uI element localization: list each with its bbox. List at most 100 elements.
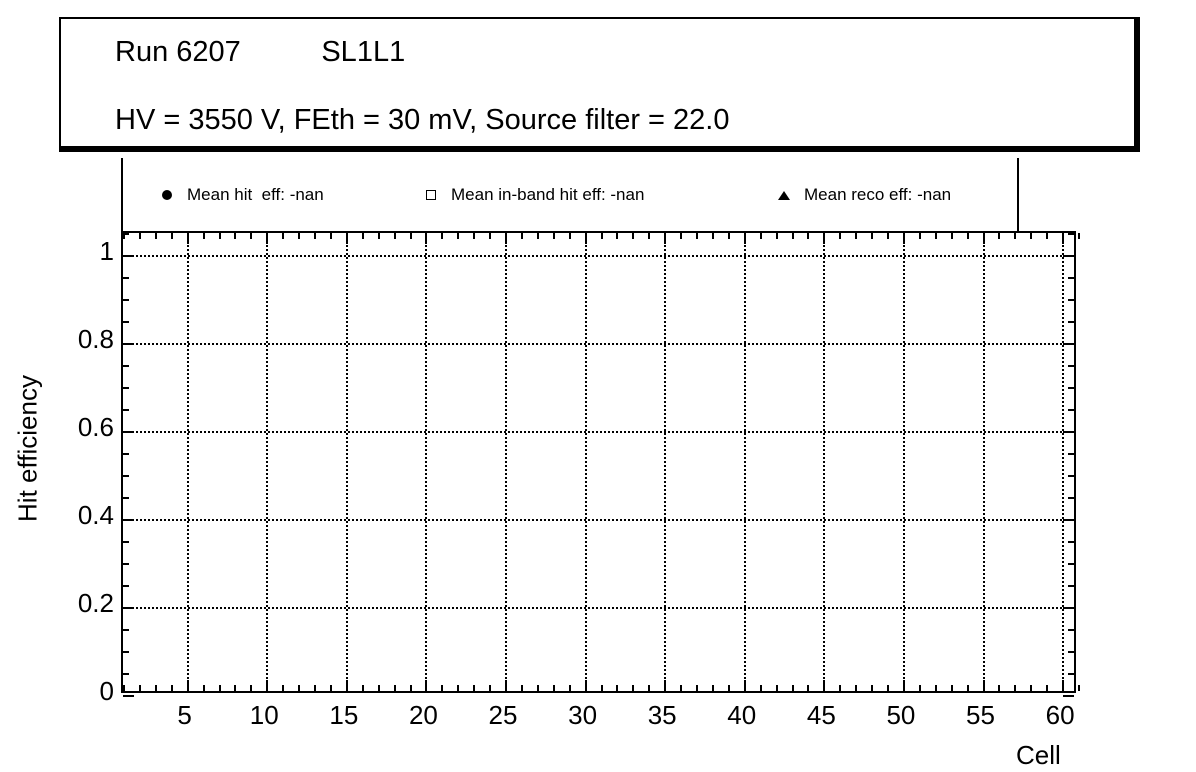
x-axis-minor-tick [409, 685, 412, 691]
filled-triangle-marker-icon [764, 190, 804, 200]
x-axis-minor-tick [1030, 685, 1033, 691]
y-axis-tick-label: 1 [99, 236, 114, 266]
x-axis-minor-tick [616, 233, 619, 239]
plot-frame[interactable] [121, 231, 1080, 697]
x-axis-tick [823, 680, 826, 691]
x-axis-minor-tick [329, 685, 332, 691]
y-axis-minor-tick [123, 365, 129, 367]
x-axis-minor-tick [457, 233, 460, 239]
x-axis-minor-tick [123, 685, 125, 691]
x-axis-tick [823, 233, 826, 244]
x-axis-tick [425, 680, 428, 691]
y-axis-minor-tick [123, 651, 129, 653]
gridline-vertical [664, 233, 667, 691]
x-axis-minor-tick [934, 233, 937, 239]
x-axis-tick [902, 233, 905, 244]
x-axis-minor-tick [711, 685, 714, 691]
x-axis-minor-tick [298, 685, 301, 691]
x-axis-minor-tick [250, 685, 253, 691]
open-square-marker-icon [411, 190, 451, 200]
x-axis-minor-tick [1078, 685, 1080, 691]
x-axis-minor-tick [934, 685, 937, 691]
x-axis-tick [982, 233, 985, 244]
y-axis-minor-tick [1068, 585, 1074, 587]
y-axis-minor-tick [123, 673, 129, 675]
y-axis-minor-tick [123, 453, 129, 455]
x-axis-minor-tick [648, 685, 651, 691]
x-axis-minor-tick [441, 685, 444, 691]
x-axis-minor-tick [632, 685, 635, 691]
y-axis-tick [1063, 255, 1074, 257]
legend-entry-mean-hit-eff[interactable]: Mean hit eff: -nan [147, 183, 324, 207]
gridline-vertical [345, 233, 348, 691]
x-axis-minor-tick [329, 233, 332, 239]
x-axis-minor-tick [839, 233, 842, 239]
x-axis-minor-tick [361, 233, 364, 239]
y-axis-tick [1063, 431, 1074, 433]
legend-entry-mean-in-band-hit-eff[interactable]: Mean in-band hit eff: -nan [411, 183, 644, 207]
x-axis-minor-tick [138, 685, 141, 691]
x-axis-tick-label: 5 [177, 700, 192, 730]
y-axis-minor-tick [1068, 409, 1074, 411]
y-axis-minor-tick [123, 541, 129, 543]
y-axis-tick [123, 255, 134, 257]
x-axis-minor-tick [282, 233, 285, 239]
y-axis-tick [1063, 695, 1074, 697]
x-axis-minor-tick [1014, 685, 1017, 691]
y-axis-minor-tick [1068, 321, 1074, 323]
x-axis-title: Cell [1016, 740, 1061, 770]
y-axis-minor-tick [1068, 563, 1074, 565]
x-axis-minor-tick [377, 233, 380, 239]
x-axis-minor-tick [568, 233, 571, 239]
y-axis-minor-tick [123, 387, 129, 389]
x-axis-tick [902, 680, 905, 691]
x-axis-minor-tick [632, 233, 635, 239]
x-axis-minor-tick [791, 233, 794, 239]
y-axis-minor-tick [1068, 299, 1074, 301]
title-box: Run 6207 SL1L1 HV = 3550 V, FEth = 30 mV… [59, 17, 1140, 152]
x-axis-minor-tick [759, 233, 762, 239]
x-axis-minor-tick [314, 233, 316, 239]
x-axis-tick [186, 233, 189, 244]
x-axis-tick [743, 233, 746, 244]
x-axis-minor-tick [473, 685, 476, 691]
x-axis-minor-tick [250, 233, 253, 239]
x-axis-minor-tick [536, 233, 539, 239]
x-axis-tick [266, 680, 269, 691]
gridline-vertical [425, 233, 428, 691]
x-axis-minor-tick [552, 233, 555, 239]
gridline-horizontal [123, 607, 1074, 609]
legend-entry-mean-reco-eff[interactable]: Mean reco eff: -nan [764, 183, 951, 207]
x-axis-minor-tick [775, 233, 778, 239]
x-axis-minor-tick [218, 685, 221, 691]
y-axis-minor-tick [123, 585, 129, 587]
x-axis-minor-tick [1046, 233, 1049, 239]
x-axis-minor-tick [775, 685, 778, 691]
y-axis-tick [123, 607, 134, 609]
x-axis-minor-tick [918, 685, 921, 691]
gridline-vertical [505, 233, 507, 691]
x-axis-minor-tick [887, 685, 889, 691]
x-axis-tick [743, 680, 746, 691]
x-axis-minor-tick [950, 685, 953, 691]
y-axis-title: Hit efficiency [12, 375, 43, 522]
x-axis-minor-tick [473, 233, 476, 239]
legend-label-mean-reco-eff: Mean reco eff: -nan [804, 185, 952, 204]
x-axis-minor-tick [759, 685, 762, 691]
gridline-vertical [982, 233, 985, 691]
x-axis-minor-tick [520, 233, 523, 239]
x-axis-minor-tick [489, 233, 492, 239]
title-line-run-sector: Run 6207 SL1L1 [115, 36, 406, 68]
y-axis-minor-tick [123, 629, 129, 631]
gridline-vertical [186, 233, 189, 691]
x-axis-minor-tick [1078, 233, 1080, 239]
y-axis-tick-label: 0.4 [77, 500, 114, 530]
x-axis-tick [505, 233, 507, 244]
legend-box [121, 158, 1019, 232]
y-axis-minor-tick [123, 299, 129, 301]
x-axis-minor-tick [1046, 685, 1049, 691]
x-axis-minor-tick [314, 685, 316, 691]
y-axis-tick-label: 0.6 [77, 412, 114, 442]
x-axis-minor-tick [568, 685, 571, 691]
x-axis-tick-label: 15 [329, 700, 359, 730]
